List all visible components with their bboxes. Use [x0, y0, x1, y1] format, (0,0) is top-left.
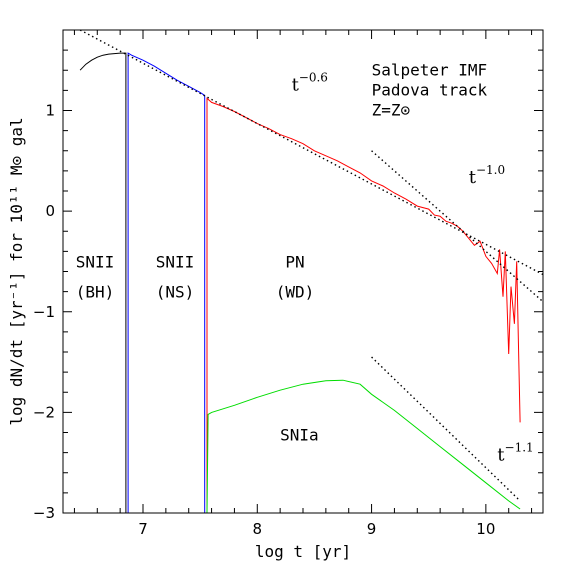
y-tick-label: −1 [33, 303, 55, 321]
info-track: Padova track [372, 80, 488, 99]
region-label-snii-bh: SNII [76, 252, 115, 271]
axis-ticks: 7 8 9 10 −3 −2 −1 0 1 [33, 29, 543, 538]
region-sublabel-wd: (WD) [276, 283, 315, 302]
x-tick-label: 10 [476, 520, 495, 538]
region-label-snii-ns: SNII [156, 252, 195, 271]
info-imf: Salpeter IMF [372, 60, 488, 79]
x-tick-label: 8 [253, 520, 263, 538]
y-tick-label: 1 [45, 102, 55, 120]
region-label-pn: PN [285, 252, 304, 271]
region-sublabel-bh: (BH) [76, 283, 115, 302]
power-law-line-1 [371, 150, 544, 303]
series-pn-wd [206, 97, 521, 513]
x-axis-label: log t [yr] [255, 542, 351, 561]
y-tick-label: 0 [45, 202, 55, 220]
power-law-label-0: t−0.6 [292, 70, 328, 95]
snia-label: SNIa [280, 426, 319, 445]
series-snia [206, 379, 521, 514]
y-tick-label: −3 [33, 504, 55, 522]
power-law-label-1: t−1.0 [469, 163, 505, 188]
x-tick-label: 7 [138, 520, 148, 538]
power-law-label-2: t−1.1 [497, 441, 533, 466]
x-tick-label: 9 [367, 520, 377, 538]
series-snii-ns [127, 52, 206, 513]
region-sublabel-ns: (NS) [156, 283, 195, 302]
power-law-line-2 [371, 356, 521, 502]
y-axis-label: log dN/dt [yr⁻¹] for 10¹¹ M⊙ gal [7, 117, 26, 425]
power-law-line-0 [79, 29, 544, 276]
info-metallicity: Z=Z⊙ [372, 101, 411, 120]
y-tick-label: −2 [33, 403, 55, 421]
power-law-lines [79, 29, 544, 502]
